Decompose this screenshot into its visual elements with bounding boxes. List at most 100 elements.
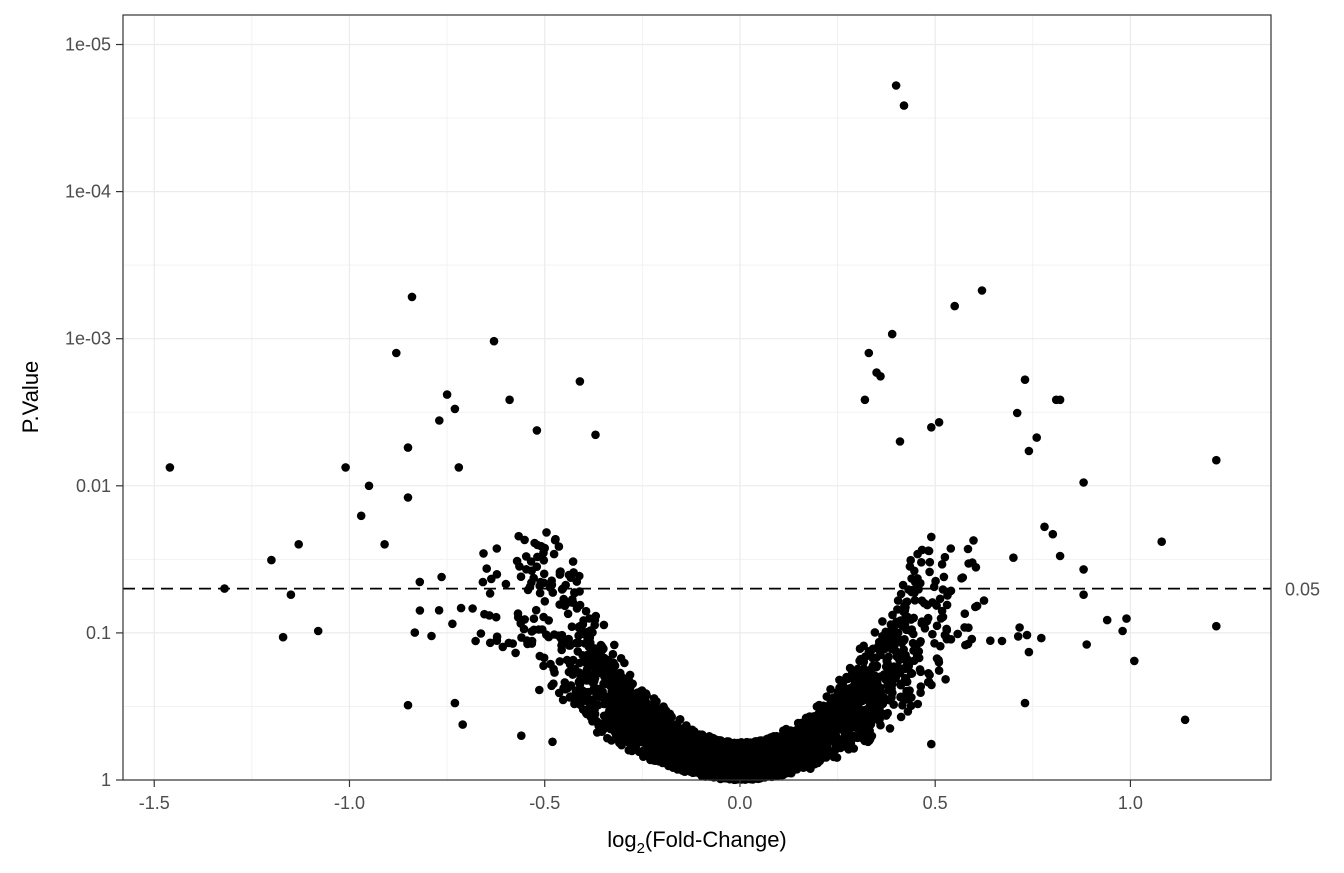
data-point [852,676,862,686]
data-point [597,642,607,651]
data-point [613,687,622,696]
data-point [910,596,920,605]
data-point [539,578,549,588]
data-point [925,557,935,567]
data-point [514,531,523,541]
data-point [634,733,644,743]
data-point [804,728,813,738]
data-point [621,715,630,725]
data-point-outlier [415,577,425,587]
data-point [513,609,523,618]
data-point [571,638,581,648]
data-point [566,692,575,701]
data-point [415,606,425,615]
data-point [940,552,950,562]
data-point [913,549,922,559]
data-point [810,747,820,756]
data-point [1013,632,1023,641]
data-point-outlier [1055,395,1065,405]
data-point [920,598,929,608]
data-point [924,677,934,687]
x-axis-title: log2(Fold-Change) [607,827,787,857]
data-point [937,560,947,569]
data-point [644,717,653,727]
data-point [833,687,843,697]
data-point [795,725,805,734]
data-point [717,751,726,760]
data-point [953,629,962,639]
data-point-outlier [899,101,909,110]
data-point-outlier [1212,455,1221,465]
data-point [583,635,593,645]
data-point [574,631,583,640]
data-point [820,726,829,736]
data-point [939,572,949,582]
data-point-outlier [380,540,389,549]
data-point [790,736,800,746]
data-point [859,706,869,716]
data-point [597,659,607,669]
y-tick-label: 1 [101,770,111,790]
data-point [547,681,556,691]
data-point [568,655,578,665]
data-point [797,748,806,757]
data-point [957,574,966,583]
data-point-outlier [458,720,468,729]
data-point [883,641,893,651]
data-point [624,738,634,747]
data-point [923,613,933,623]
data-point [753,737,763,747]
data-point [471,636,480,646]
data-point [556,567,565,576]
data-point [840,706,849,716]
data-point [860,732,869,741]
data-point [578,651,587,660]
data-point [746,761,756,771]
data-point [687,746,696,755]
data-point [590,660,600,669]
data-point [492,635,502,645]
data-point [916,682,926,691]
data-point [549,549,559,559]
data-point [638,701,647,711]
data-point [633,688,642,697]
data-point [448,619,457,629]
x-tick-label: -1.5 [139,793,170,813]
data-point [728,748,737,757]
data-point [634,709,643,719]
data-point-outlier [1118,626,1127,636]
data-point [832,753,842,762]
data-point [1082,640,1091,649]
data-point [535,588,545,598]
data-point [873,695,883,704]
data-point [916,688,925,697]
data-point-outlier [1130,656,1139,666]
data-point [476,629,486,638]
y-axis: 1e-05 1e-04 1e-03 0.01 0.1 1 [65,35,123,790]
data-point [1009,553,1018,562]
data-point [624,694,634,703]
data-point [927,532,936,542]
y-tick-label: 1e-04 [65,182,111,202]
data-point [582,672,592,682]
data-point [907,693,916,702]
data-point-outlier [860,395,870,405]
data-point [867,671,876,680]
data-point [882,673,892,683]
data-point [592,728,602,737]
data-point [969,536,978,545]
data-point [896,692,905,702]
data-point [529,573,538,583]
data-point-outlier [1020,698,1030,708]
data-point-outlier [505,395,514,405]
data-point [601,692,611,701]
data-point-outlier [927,423,936,432]
data-point [599,620,609,630]
data-point [557,639,567,649]
x-axis: -1.5 -1.0 -0.5 0.0 0.5 1.0 [139,780,1143,813]
data-point [607,699,617,708]
data-point [1102,615,1112,625]
data-point [765,757,775,766]
data-point-outlier [1020,375,1030,385]
data-point [964,559,973,568]
